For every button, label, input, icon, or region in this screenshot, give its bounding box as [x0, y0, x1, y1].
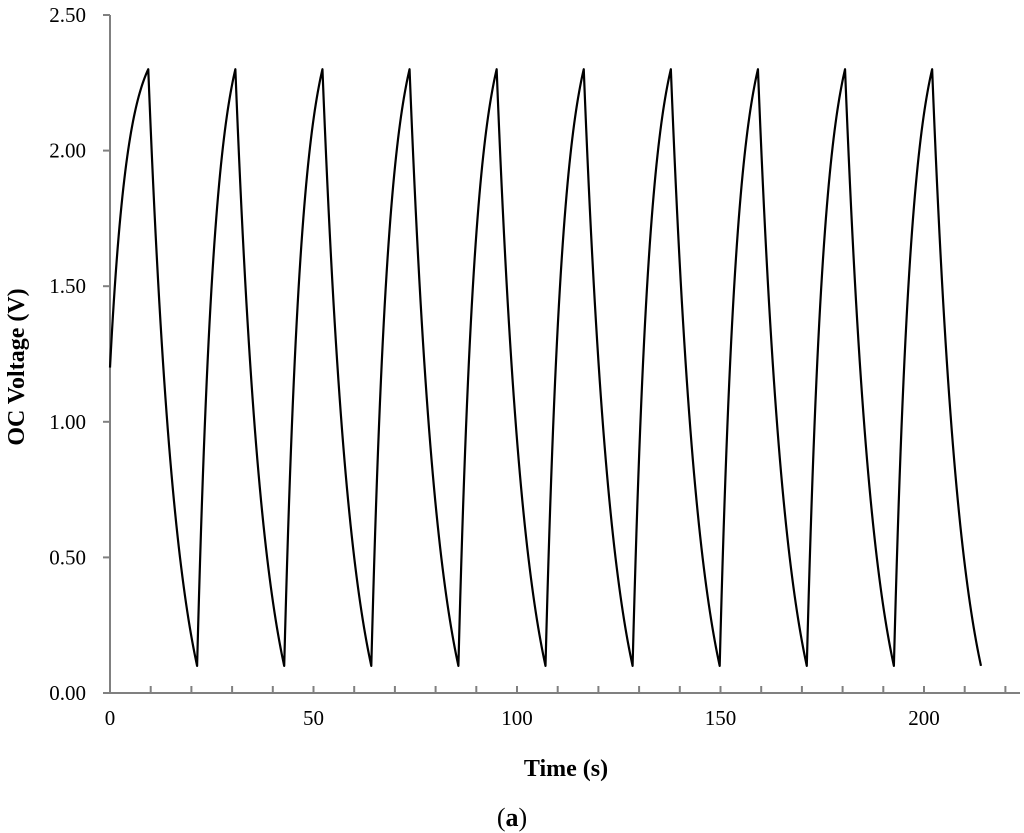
figure-caption: (a) [497, 803, 527, 832]
x-axis-title: Time (s) [524, 756, 608, 782]
x-tick-label: 0 [105, 706, 116, 730]
y-axis-title: OC Voltage (V) [4, 288, 30, 445]
caption-open-paren: ( [497, 803, 506, 832]
x-tick-label: 150 [705, 706, 737, 730]
x-axis-ticks: 0 50 100 150 200 [105, 686, 1007, 730]
voltage-series-line [108, 68, 983, 667]
y-tick-label: 2.00 [49, 139, 86, 163]
x-tick-label: 50 [303, 706, 324, 730]
y-tick-label: 0.50 [49, 545, 86, 569]
x-tick-label: 200 [908, 706, 940, 730]
x-tick-label: 100 [501, 706, 533, 730]
y-axis-ticks: 0.00 0.50 1.00 1.50 2.00 2.50 [49, 3, 110, 705]
y-tick-label: 0.00 [49, 681, 86, 705]
caption-letter: a [506, 803, 519, 832]
caption-close-paren: ) [519, 803, 528, 832]
y-tick-label: 1.50 [49, 274, 86, 298]
y-tick-label: 2.50 [49, 3, 86, 27]
y-tick-label: 1.00 [49, 410, 86, 434]
